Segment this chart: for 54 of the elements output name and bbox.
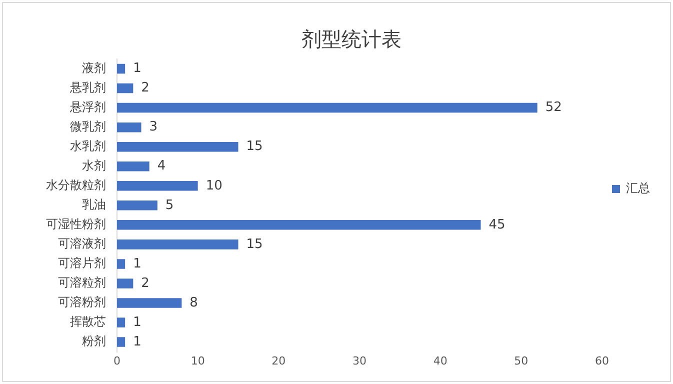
data-label: 10 [206,178,222,194]
y-tick-label: 悬浮剂 [69,100,106,114]
bar [117,220,481,230]
x-tick-label: 60 [595,354,609,368]
y-tick-label: 可溶粒剂 [58,276,106,290]
data-label: 1 [133,61,142,76]
data-label: 8 [190,295,198,310]
x-tick-label: 40 [433,354,448,368]
bar [117,240,238,250]
bar [117,337,126,347]
bar [117,298,182,308]
data-label: 2 [141,80,150,96]
data-label: 15 [246,139,263,154]
chart-title: 剂型统计表 [302,27,402,52]
y-tick-label: 微乳剂 [70,119,106,134]
bar [117,64,126,74]
x-tick-label: 0 [114,354,120,368]
y-tick-label: 乳油 [82,198,106,212]
y-tick-label: 水剂 [82,158,106,172]
x-tick-label: 20 [272,354,286,368]
data-label: 15 [246,236,263,252]
bar [117,259,126,269]
y-tick-label: 悬乳剂 [69,80,106,94]
bar [117,181,198,191]
bar [117,318,126,328]
data-label: 45 [488,217,506,232]
x-tick-label: 30 [352,354,366,368]
data-label: 3 [149,120,158,135]
bar [117,278,134,288]
data-label: 4 [157,158,166,174]
y-tick-label: 可溶粉剂 [58,295,106,310]
y-tick-label: 挥散芯 [70,314,106,329]
data-label: 1 [133,314,142,330]
x-tick-label: 50 [514,354,528,368]
x-tick-label: 10 [190,354,205,368]
y-tick-label: 可溶片剂 [58,256,106,270]
y-tick-label: 液剂 [82,60,106,75]
bar [117,122,142,132]
y-tick-label: 可湿性粉剂 [46,217,106,232]
data-label: 1 [133,256,142,272]
bar [117,102,538,113]
data-label: 1 [133,334,142,350]
bar [117,161,150,172]
data-label: 5 [165,198,174,213]
legend-label: 汇总 [626,181,650,196]
bar [117,83,134,94]
data-label: 52 [545,100,562,116]
y-tick-label: 水分散粒剂 [46,178,106,192]
y-tick-label: 可溶液剂 [58,236,106,251]
bar [117,142,238,152]
data-label: 2 [141,276,150,291]
y-tick-label: 粉剂 [82,334,106,348]
y-tick-label: 水乳剂 [70,138,106,153]
bar [117,200,158,210]
